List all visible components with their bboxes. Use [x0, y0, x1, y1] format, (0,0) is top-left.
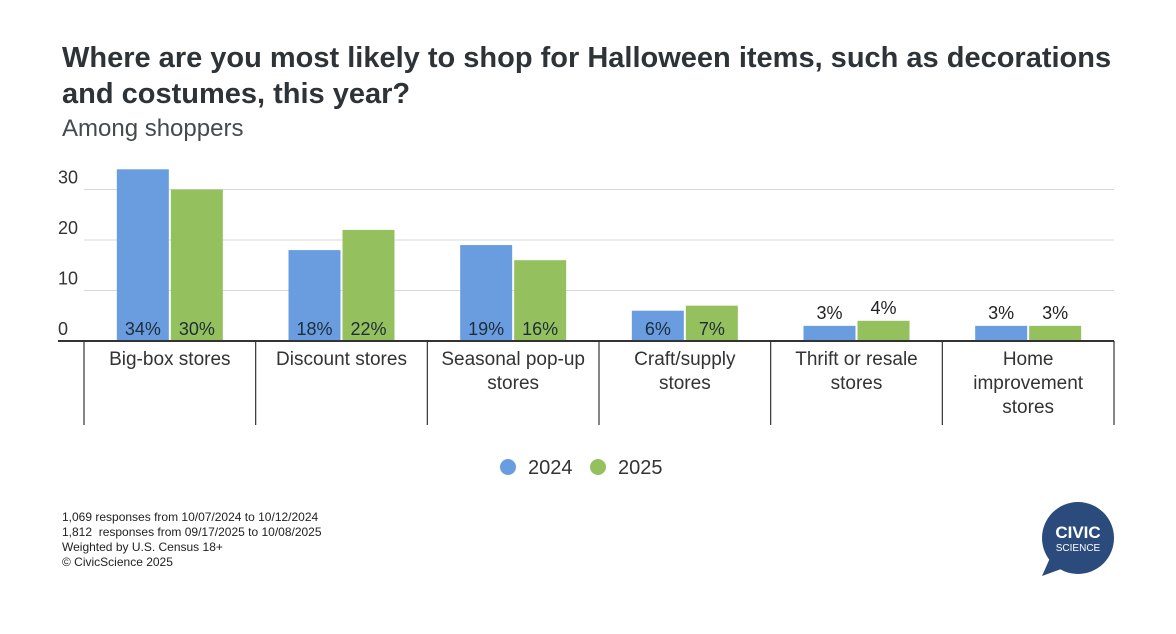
footnotes: 1,069 responses from 10/07/2024 to 10/12…	[62, 510, 322, 570]
bar-2025-4	[857, 320, 910, 341]
x-tick-label: improvement	[973, 373, 1084, 394]
y-tick-label: 10	[58, 269, 78, 289]
data-label: 4%	[870, 298, 896, 318]
data-label: 7%	[699, 319, 725, 339]
logo-text-civic: CIVIC	[1055, 523, 1100, 542]
legend-marker-2025	[590, 459, 606, 475]
legend-label-2024: 2024	[528, 457, 573, 479]
footnote-line: © CivicScience 2025	[62, 555, 173, 569]
bar-2024-1	[288, 250, 341, 341]
bar-2024-4	[803, 325, 856, 341]
y-tick-label: 30	[58, 168, 78, 188]
data-label: 34%	[125, 319, 161, 339]
data-label: 3%	[988, 303, 1014, 323]
data-label: 30%	[179, 319, 215, 339]
chart-subtitle: Among shoppers	[62, 115, 244, 142]
x-tick-label: stores	[831, 373, 883, 394]
gridlines	[84, 189, 1114, 291]
data-label: 3%	[816, 303, 842, 323]
footnote-line: 1,069 responses from 10/07/2024 to 10/12…	[62, 510, 319, 524]
x-tick-label: Discount stores	[276, 349, 407, 370]
x-tick-label: Craft/supply	[634, 349, 736, 370]
y-tick-label: 20	[58, 218, 78, 238]
data-labels: 34% 30% 18% 22% 19% 16% 6% 7% 3% 4% 3% 3%	[125, 298, 1068, 339]
logo-speech-tail	[1042, 558, 1064, 576]
bar-2025-2	[514, 260, 567, 341]
logo-text-science: SCIENCE	[1056, 543, 1101, 554]
bar-2024-5	[975, 325, 1028, 341]
y-axis-ticks: 0 10 20 30	[58, 168, 78, 340]
bar-2024-3	[631, 310, 684, 341]
footnote-line: Weighted by U.S. Census 18+	[62, 540, 223, 554]
bar-chart: 0 10 20 30 34% 30% 18% 22% 19% 16% 6% 7% 3% 4% 3% 3% B…	[58, 168, 1115, 479]
footnote-line: 1,812 responses from 09/17/2025 to 10/08…	[62, 525, 322, 539]
y-tick-label: 0	[58, 319, 68, 339]
data-label: 22%	[350, 319, 386, 339]
x-tick-label: stores	[659, 373, 711, 394]
bar-2025-5	[1029, 325, 1082, 341]
bar-2025-0	[170, 189, 223, 341]
x-tick-label: Thrift or resale	[795, 349, 917, 370]
data-label: 16%	[522, 319, 558, 339]
x-axis: Big-box stores Discount stores Seasonal po…	[58, 340, 1115, 425]
x-tick-label: Seasonal pop-up	[441, 349, 585, 370]
legend-label-2025: 2025	[618, 457, 663, 479]
bar-2025-1	[342, 229, 395, 341]
bar-2024-0	[116, 169, 169, 341]
legend-marker-2024	[500, 459, 516, 475]
civicscience-logo: CIVIC SCIENCE	[1042, 502, 1114, 576]
data-label: 18%	[296, 319, 332, 339]
bar-2025-3	[685, 305, 738, 341]
bars	[116, 169, 1082, 341]
legend: 2024 2025	[500, 457, 663, 479]
x-tick-label: Home	[1003, 349, 1054, 370]
x-tick-label: Big-box stores	[109, 349, 230, 370]
data-label: 6%	[645, 319, 671, 339]
data-label: 19%	[468, 319, 504, 339]
chart-title: Where are you most likely to shop for Ha…	[62, 42, 1112, 110]
x-tick-label: stores	[487, 373, 539, 394]
logo-circle	[1042, 502, 1114, 574]
data-label: 3%	[1042, 303, 1068, 323]
bar-2024-2	[460, 245, 513, 341]
x-tick-label: stores	[1002, 397, 1054, 418]
